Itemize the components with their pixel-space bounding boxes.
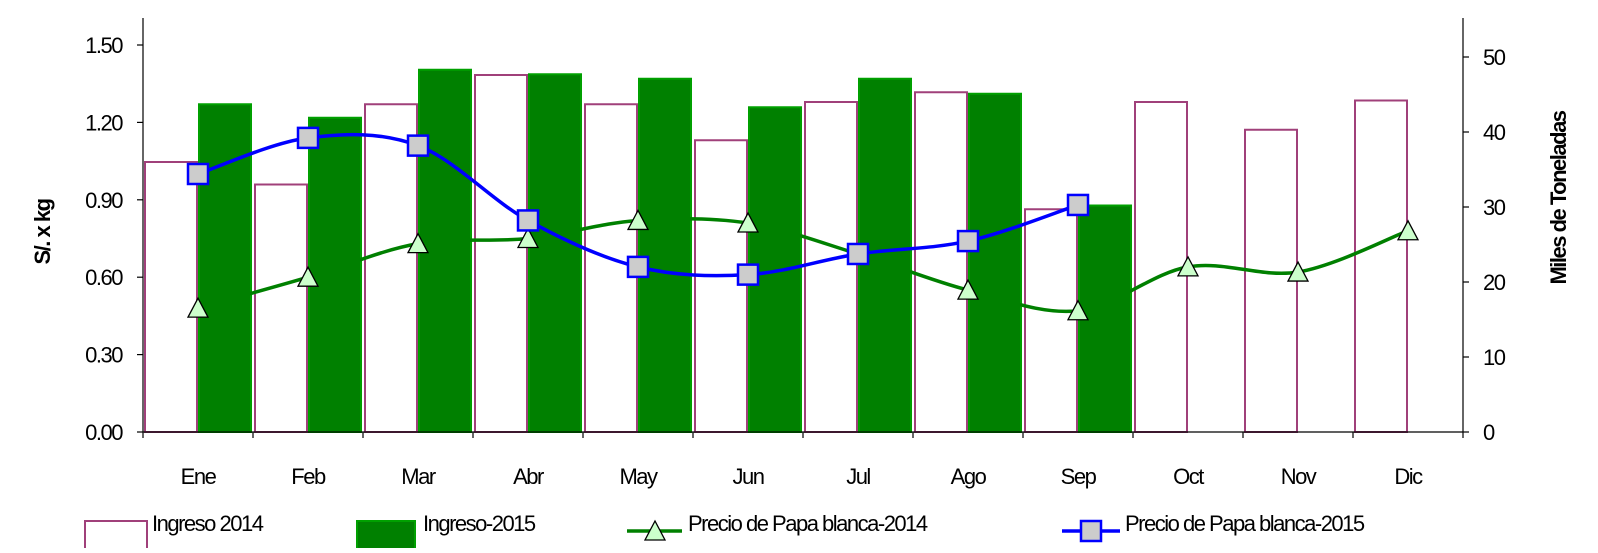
right-tick-label: 0 xyxy=(1483,420,1495,445)
x-tick-label-nov: Nov xyxy=(1281,464,1317,489)
marker-2014-jun xyxy=(736,211,760,233)
marker-2014-abr xyxy=(516,227,540,249)
bar-2015-ago xyxy=(968,92,1022,433)
bar-2014-ene xyxy=(144,161,198,433)
right-tick-label: 10 xyxy=(1483,345,1506,370)
marker-2014-dic xyxy=(1396,219,1420,241)
left-tick-label: 0.30 xyxy=(85,343,123,368)
bar-2014-sep xyxy=(1024,208,1078,433)
x-tick-label-ene: Ene xyxy=(181,464,217,489)
line-precio-2014 xyxy=(197,216,1409,314)
marker-2014-nov xyxy=(1286,260,1310,282)
marker-2015-jul xyxy=(846,242,870,266)
x-tick-label-jul: Jul xyxy=(846,464,870,489)
left-tick-label: 0.00 xyxy=(85,420,123,445)
marker-2015-ene xyxy=(186,162,210,186)
legend-marker-precio-2015 xyxy=(1079,519,1103,543)
left-tick-label: 1.50 xyxy=(85,33,123,58)
marker-2015-ago xyxy=(956,229,980,253)
legend-label-ingreso-2014: Ingreso 2014 xyxy=(152,511,264,536)
x-tick-label-feb: Feb xyxy=(291,464,326,489)
marker-2014-oct xyxy=(1176,255,1200,277)
bar-2015-may xyxy=(638,77,692,433)
axes-layer: 0.00 0.30 0.60 0.90 1.20 1.50 0 10 20 30 40 50 Ene Fe… xyxy=(85,18,1507,489)
bar-2014-jul xyxy=(804,101,858,433)
lines-layer xyxy=(186,126,1420,321)
x-tick-label-abr: Abr xyxy=(513,464,544,489)
x-tick-label-sep: Sep xyxy=(1061,464,1097,489)
bar-2014-jun xyxy=(694,139,748,433)
legend-marker-precio-2014 xyxy=(643,519,667,541)
bars-layer xyxy=(144,68,1408,433)
left-tick-label: 1.20 xyxy=(85,110,123,135)
marker-2014-may xyxy=(626,209,650,231)
marker-2014-ago xyxy=(956,278,980,300)
marker-2015-mar xyxy=(406,134,430,157)
marker-2015-feb xyxy=(296,126,320,150)
legend-label-precio-2015: Precio de Papa blanca-2015 xyxy=(1125,511,1365,536)
bar-2014-abr xyxy=(474,74,528,433)
marker-2014-sep xyxy=(1066,299,1090,321)
bar-2014-ago xyxy=(914,91,968,433)
marker-2015-may xyxy=(626,255,650,279)
left-axis-title: S/. x kg xyxy=(30,199,55,264)
right-axis-title: Miles de Toneladas xyxy=(1546,110,1571,284)
marker-2014-ene xyxy=(186,296,210,318)
marker-2014-mar xyxy=(406,232,430,254)
bar-2014-feb xyxy=(254,183,308,433)
marker-2015-sep xyxy=(1066,193,1090,217)
left-tick-label: 0.60 xyxy=(85,265,123,290)
bar-2014-oct xyxy=(1134,101,1188,433)
marker-2015-abr xyxy=(516,209,540,232)
x-tick-label-dic: Dic xyxy=(1394,464,1423,489)
x-tick-label-ago: Ago xyxy=(951,464,987,489)
marker-2014-feb xyxy=(296,265,320,287)
legend-swatch-ingreso-2014 xyxy=(84,520,148,552)
x-tick-label-mar: Mar xyxy=(401,464,436,489)
left-tick-label: 0.90 xyxy=(85,188,123,213)
legend-swatch-ingreso-2015 xyxy=(356,520,416,552)
bar-2015-ene xyxy=(198,103,252,433)
right-tick-label: 20 xyxy=(1483,270,1506,295)
legend-label-ingreso-2015: Ingreso-2015 xyxy=(423,511,536,536)
bar-2015-abr xyxy=(528,73,582,433)
bar-2014-mar xyxy=(364,103,418,433)
legend-label-precio-2014: Precio de Papa blanca-2014 xyxy=(688,511,928,536)
right-tick-label: 30 xyxy=(1483,195,1506,220)
marker-2015-jun xyxy=(736,263,760,286)
x-tick-label-jun: Jun xyxy=(733,464,764,489)
bar-2014-dic xyxy=(1354,99,1408,433)
x-tick-label-oct: Oct xyxy=(1173,464,1204,489)
legend: Ingreso 2014 Ingreso-2015 Precio de Papa b… xyxy=(84,511,1366,552)
right-tick-label: 40 xyxy=(1483,120,1506,145)
right-tick-label: 50 xyxy=(1483,45,1506,70)
x-tick-label-may: May xyxy=(619,464,658,489)
